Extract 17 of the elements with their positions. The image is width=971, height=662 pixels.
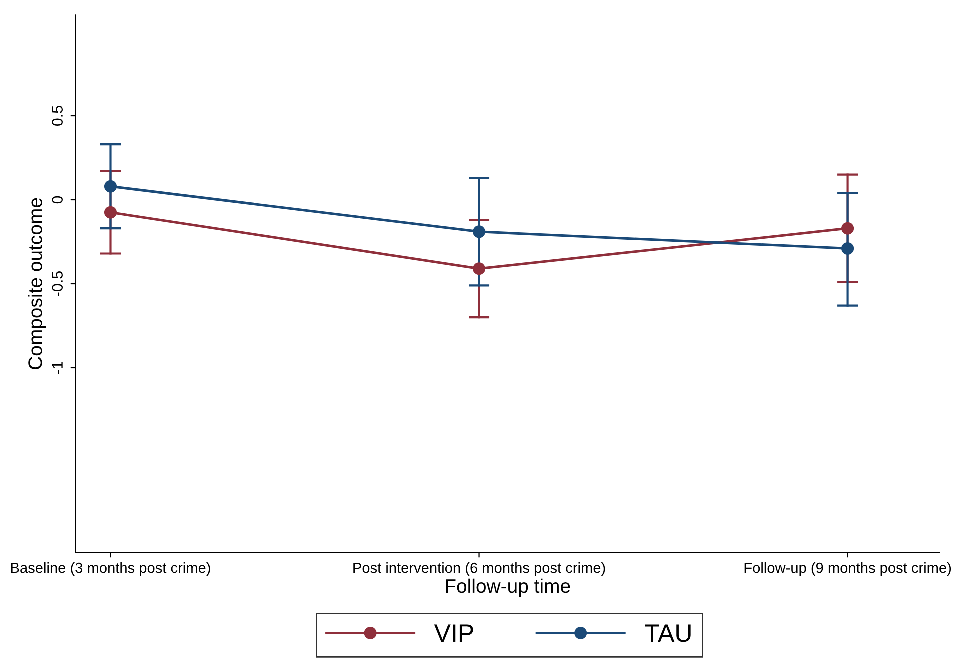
point (473, 226, 486, 238)
point (104, 180, 117, 193)
x-tick-label: Post intervention (6 months post crime) (354, 562, 606, 576)
y-tick-label: -0.5 (52, 271, 63, 296)
point (104, 206, 117, 219)
x-tick-label: Baseline (3 months post crime) (11, 562, 210, 576)
point (842, 242, 854, 255)
legend-label: VIP (434, 624, 474, 642)
point (842, 222, 854, 235)
y-tick-label: -1 (52, 362, 63, 374)
legend-label: TAU (645, 624, 691, 642)
y-tick-label: 0.5 (52, 106, 63, 126)
y-tick-label: 0 (52, 196, 63, 204)
x-axis-title: Follow-up time (446, 578, 570, 597)
y-axis-title: Composite outcome (28, 198, 46, 370)
x-tick-label: Follow-up (9 months post crime) (744, 562, 952, 576)
point (473, 262, 486, 276)
